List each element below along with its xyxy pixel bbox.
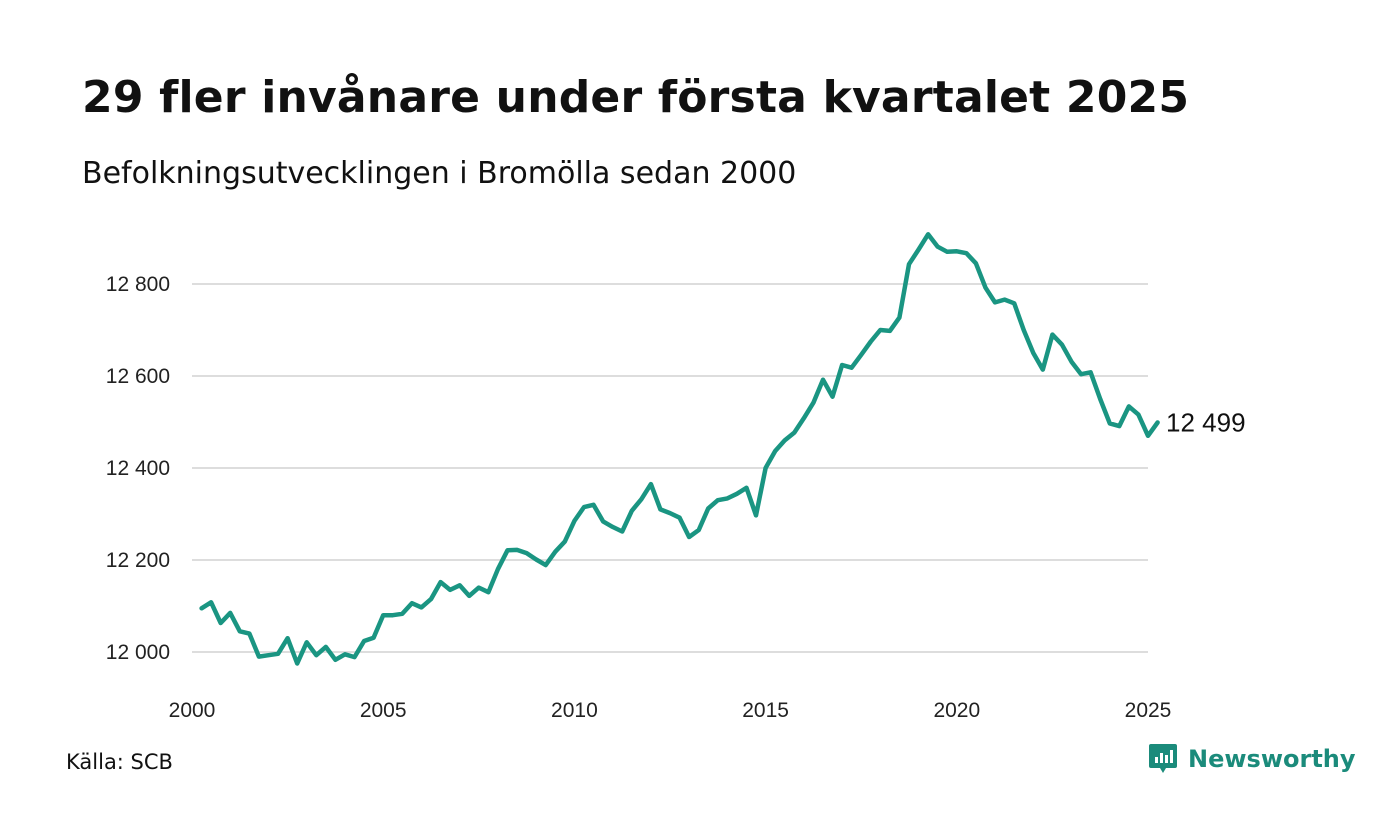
end-value-label: 12 499 (1166, 407, 1246, 437)
grid-lines (192, 283, 1148, 653)
y-tick-label: 12 600 (106, 365, 170, 388)
series-line (199, 232, 1160, 666)
brand-logo: Newsworthy (1148, 742, 1356, 776)
series-layer (199, 232, 1160, 666)
x-tick-label: 2020 (933, 699, 980, 722)
x-tick-label: 2025 (1125, 699, 1172, 722)
x-tick-label: 2015 (742, 699, 789, 722)
x-tick-label: 2010 (551, 699, 598, 722)
source-note: Källa: SCB (66, 750, 173, 774)
y-tick-label: 12 400 (106, 457, 170, 480)
chart-title: 29 fler invånare under första kvartalet … (82, 72, 1190, 123)
end-label-layer: 12 499 (1166, 407, 1246, 437)
y-axis-ticks: 12 000 12 200 12 400 12 600 12 800 (106, 273, 170, 664)
chart-subtitle: Befolkningsutvecklingen i Bromölla sedan… (82, 156, 797, 191)
y-tick-label: 12 200 (106, 549, 170, 572)
newsworthy-logo-icon (1149, 744, 1177, 773)
x-axis-ticks: 2000 2005 2010 2015 2020 2025 (169, 699, 1172, 722)
x-tick-label: 2005 (360, 699, 407, 722)
x-tick-label: 2000 (169, 699, 216, 722)
y-tick-label: 12 000 (106, 641, 170, 664)
brand-name: Newsworthy (1188, 745, 1356, 773)
y-tick-label: 12 800 (106, 273, 170, 296)
